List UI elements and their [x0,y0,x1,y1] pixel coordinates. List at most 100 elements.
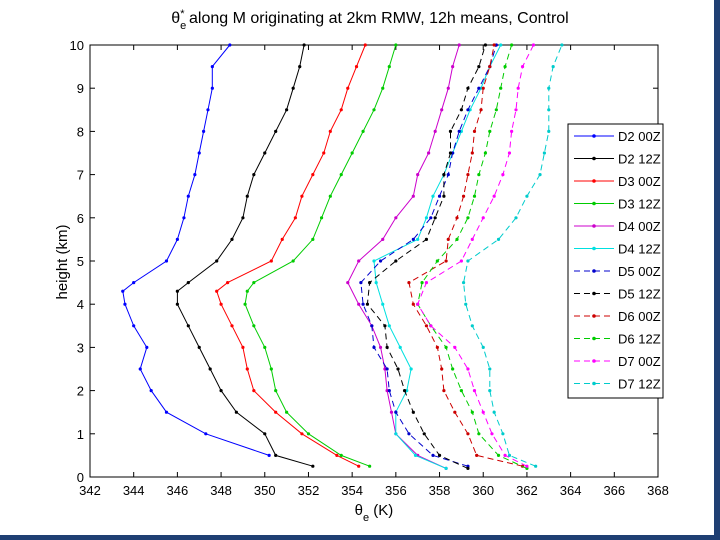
data-point [420,281,424,285]
series-d2-00z [121,43,271,457]
data-point [339,108,343,112]
data-point [370,324,374,328]
data-point [470,410,474,414]
legend-box [567,123,664,399]
y-axis-label: height (km) [54,224,71,299]
chart-title: θe* along M originating at 2km RMW, 12h … [171,8,568,32]
data-point [488,65,492,69]
data-point [206,108,210,112]
data-point [448,151,453,155]
data-point [226,281,230,285]
data-point [132,324,136,328]
data-point [488,367,492,371]
data-point [525,464,529,468]
data-point [407,281,411,285]
data-point [269,367,273,371]
data-point [378,259,383,263]
data-point [437,453,442,457]
data-point [219,389,223,393]
data-point [496,453,501,457]
frame-right-border [714,0,720,540]
data-point [263,432,267,436]
data-point [368,464,372,468]
data-point [186,194,190,198]
data-point [446,86,450,90]
x-axis-label-theta: θ [355,502,363,519]
series-d4-12z [372,43,503,470]
data-point [442,389,446,393]
legend-marker [592,381,596,386]
data-point [346,86,350,90]
data-point [252,389,256,393]
x-tick-label: 364 [560,483,582,498]
data-point [359,281,363,285]
data-point [477,432,481,436]
data-point [245,367,249,371]
data-point [416,173,420,177]
series-line [216,44,366,467]
series-d7-00z [416,43,536,468]
data-point [472,389,477,393]
data-point [387,324,391,328]
x-tick-label: 352 [298,483,320,498]
series-line [366,44,486,469]
x-tick-label: 342 [79,483,101,498]
data-point [477,173,481,177]
series-line [244,44,397,467]
data-point [182,216,186,220]
y-tick-label: 5 [77,254,84,269]
data-point [516,86,520,90]
data-point [145,345,149,349]
data-point [411,410,415,414]
data-point [534,464,538,468]
series-line [417,44,534,467]
data-point [424,216,429,220]
legend-label: D3 12Z [618,197,661,212]
data-point [234,410,238,414]
data-point [175,289,179,293]
data-point [457,43,461,47]
data-point [252,281,256,285]
data-point [409,367,413,371]
data-point [215,259,219,263]
data-point [252,324,256,328]
data-point [424,281,429,285]
data-point [243,302,247,306]
data-point [300,194,304,198]
data-point [416,237,420,241]
data-point [328,194,332,198]
data-point [424,237,429,241]
data-point [492,194,496,198]
data-point [413,453,418,457]
data-point [193,173,197,177]
data-point [492,43,496,47]
legend-marker [592,179,596,183]
data-point [291,259,295,263]
data-point [435,259,439,263]
data-point [551,65,555,69]
data-point [496,237,501,241]
data-point [245,289,249,293]
y-tick-label: 2 [77,384,84,399]
data-point [411,194,415,198]
data-point [466,367,470,371]
data-point [510,43,514,47]
data-point [385,345,389,349]
series-line [122,44,270,456]
data-point [398,345,402,349]
data-point [560,43,564,47]
data-point [525,194,529,198]
data-point [175,237,179,241]
data-point [514,216,518,220]
data-point [503,65,507,69]
data-point [361,302,365,306]
y-axis: 0 1 2 3 4 5 6 7 8 9 10 [70,38,658,485]
data-point [538,173,542,177]
data-point [210,65,214,69]
data-point [416,302,420,306]
series-line [176,44,313,467]
data-point [394,43,398,47]
frame-bottom-border [0,535,720,540]
data-point [389,410,394,414]
data-point [407,432,411,436]
